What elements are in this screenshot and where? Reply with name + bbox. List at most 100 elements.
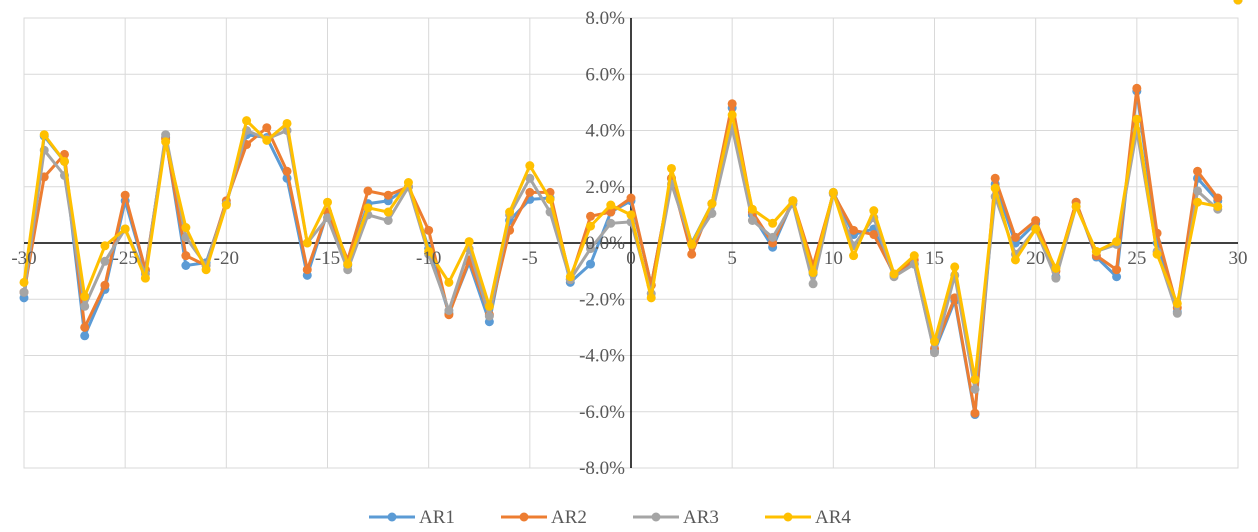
legend-label: AR4 — [815, 507, 851, 528]
data-point — [565, 272, 575, 282]
data-point — [525, 161, 535, 171]
data-point — [930, 348, 939, 358]
data-point — [464, 237, 474, 247]
data-point — [363, 203, 373, 213]
x-tick-labels: -30 -25 -20 -15 -10 -5 0 5 10 15 20 25 30 — [11, 248, 1247, 269]
data-point — [1193, 197, 1203, 207]
legend-label: AR2 — [551, 507, 587, 528]
data-point — [39, 130, 49, 140]
x-tick-label: 20 — [1026, 248, 1045, 269]
legend-marker — [519, 512, 529, 522]
data-point — [80, 301, 90, 311]
data-point — [100, 256, 110, 266]
legend-item-ar1: AR1 — [369, 507, 455, 528]
data-point — [282, 166, 292, 176]
data-point — [181, 251, 191, 261]
y-tick-label: -2.0% — [579, 289, 625, 310]
legend-marker — [651, 512, 661, 522]
data-point — [302, 238, 312, 248]
data-point — [140, 273, 150, 283]
data-point — [1071, 201, 1081, 211]
data-point — [19, 287, 29, 297]
data-point — [626, 210, 636, 220]
x-tick-label: 0 — [626, 248, 636, 269]
y-tick-label: -4.0% — [579, 346, 625, 367]
data-point — [525, 173, 535, 183]
data-point — [1213, 193, 1223, 203]
y-tick-label: 8.0% — [585, 8, 625, 29]
data-point — [1193, 166, 1203, 176]
data-point — [424, 225, 434, 235]
data-point — [687, 239, 697, 249]
x-tick-label: 5 — [727, 248, 737, 269]
data-point — [687, 249, 697, 259]
data-point — [727, 110, 737, 120]
data-point — [849, 251, 859, 261]
data-point — [1193, 186, 1203, 196]
x-tick-label: -25 — [113, 248, 138, 269]
data-point — [181, 261, 191, 270]
data-point — [161, 130, 171, 140]
data-point — [889, 269, 899, 279]
data-point — [262, 135, 272, 145]
legend-item-ar4: AR4 — [765, 507, 851, 528]
data-point — [100, 241, 110, 251]
x-tick-label: 25 — [1127, 248, 1146, 269]
legend-label: AR3 — [683, 507, 719, 528]
data-point — [120, 224, 130, 234]
data-point — [444, 306, 454, 315]
data-point — [1172, 298, 1182, 308]
data-point — [626, 193, 636, 203]
data-point — [403, 178, 413, 188]
legend-marker — [387, 512, 397, 522]
data-point — [383, 207, 393, 217]
data-point — [343, 259, 353, 269]
legend: AR1 AR2 AR3 AR4 — [369, 507, 851, 528]
data-point — [970, 408, 980, 418]
data-point — [484, 301, 494, 311]
data-point — [788, 196, 798, 206]
data-point — [181, 223, 191, 233]
data-point — [1132, 114, 1142, 124]
data-point — [747, 216, 757, 225]
legend-label: AR1 — [419, 507, 455, 528]
data-point — [59, 156, 69, 166]
x-tick-label: -5 — [522, 248, 538, 269]
data-point — [1132, 83, 1142, 93]
data-point — [727, 99, 737, 109]
data-point — [768, 218, 778, 228]
data-point — [1172, 308, 1182, 318]
series-lines — [19, 0, 1243, 420]
data-point — [1051, 263, 1061, 273]
data-point — [19, 277, 29, 287]
data-point — [1031, 216, 1041, 225]
data-point — [323, 213, 332, 223]
data-point — [606, 207, 616, 217]
data-point — [586, 259, 596, 269]
data-point — [808, 279, 818, 289]
data-point — [323, 197, 332, 207]
data-point — [869, 230, 879, 240]
data-point — [606, 200, 616, 210]
data-point — [505, 207, 515, 217]
y-tick-label: 2.0% — [585, 177, 625, 198]
y-tick-label: -8.0% — [579, 458, 625, 479]
x-tick-label: -30 — [11, 248, 36, 269]
data-point — [1031, 224, 1041, 234]
data-point — [849, 225, 859, 235]
data-point — [262, 123, 272, 133]
x-tick-label: 10 — [824, 248, 843, 269]
data-point — [484, 311, 494, 321]
data-point — [768, 232, 778, 242]
series-ar4 — [19, 0, 1243, 384]
data-point — [747, 204, 757, 214]
data-point — [1112, 237, 1122, 247]
data-point — [666, 163, 676, 173]
data-point — [444, 277, 454, 287]
data-point — [80, 322, 90, 332]
legend-marker — [783, 512, 793, 522]
legend-item-ar3: AR3 — [633, 507, 719, 528]
data-point — [80, 331, 90, 341]
data-point — [1010, 232, 1020, 242]
